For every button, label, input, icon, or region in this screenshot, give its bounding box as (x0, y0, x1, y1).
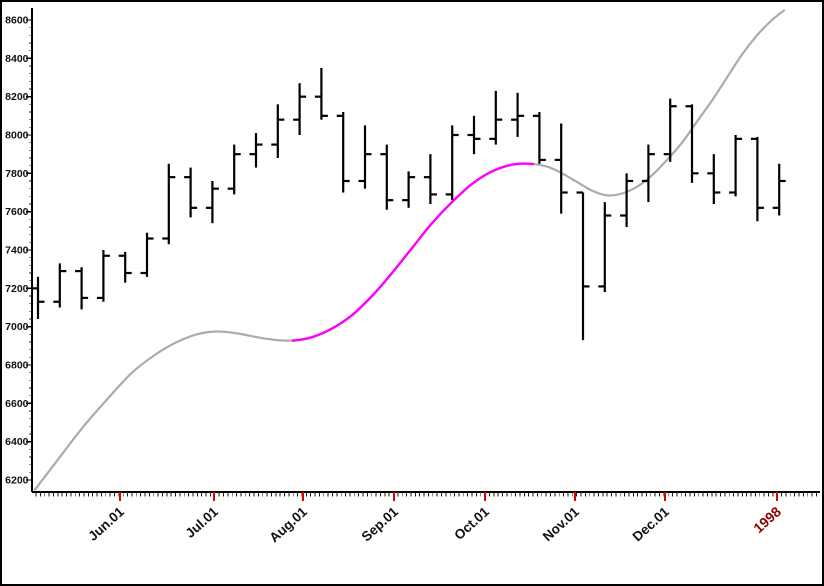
y-axis-label: 8400 (5, 53, 29, 65)
ohlc-bar (162, 163, 176, 245)
ohlc-bar (402, 171, 416, 208)
ohlc-bar (511, 92, 525, 137)
ohlc-bar (620, 173, 634, 227)
y-axis-label: 7800 (5, 168, 29, 180)
y-axis-label: 7200 (5, 283, 29, 295)
y-axis-label: 6800 (5, 360, 29, 372)
y-axis-label: 6400 (5, 436, 29, 448)
month-label: Aug.01 (267, 504, 311, 546)
ohlc-bar (729, 135, 743, 197)
ohlc-bar (118, 251, 132, 283)
ohlc-bar (554, 123, 568, 214)
y-axis-label: 8000 (5, 130, 29, 142)
ohlc-bar (641, 144, 655, 203)
ohlc-bar (53, 263, 67, 308)
ohlc-bar (140, 232, 154, 277)
y-axis-label: 6200 (5, 475, 29, 487)
ohlc-bar (467, 115, 481, 155)
ohlc-bars (31, 67, 786, 341)
ohlc-bar (293, 83, 307, 135)
ohlc-bar (358, 125, 372, 189)
ohlc-bar (489, 90, 503, 145)
ohlc-bar (249, 133, 263, 168)
x-axis-labels: Jun.01 Jul.01 Aug.01 Sep.01 Oct.01 Nov.01 Dec.… (85, 503, 784, 545)
ohlc-bar (380, 144, 394, 210)
ohlc-bar (663, 98, 677, 162)
ohlc-bar (31, 276, 45, 319)
ma-line (33, 9, 786, 491)
ohlc-bar (532, 112, 546, 164)
month-label: Oct.01 (451, 504, 492, 543)
ohlc-bar (314, 67, 328, 120)
ohlc-bar (685, 104, 699, 183)
y-axis-label: 7400 (5, 245, 29, 257)
ohlc-bar (205, 181, 219, 224)
x-axis-ticks (35, 492, 817, 501)
ohlc-bar (96, 250, 110, 302)
month-label: Nov.01 (540, 504, 583, 544)
ohlc-bar (707, 154, 721, 204)
ohlc-bar (772, 163, 786, 216)
ohlc-bar (576, 191, 590, 341)
ohlc-bar (423, 154, 437, 204)
year-label: 1998 (750, 503, 784, 536)
y-axis-label: 8600 (5, 15, 29, 27)
axes (31, 8, 820, 493)
y-axis-label: 7000 (5, 321, 29, 333)
ohlc-bar (271, 104, 285, 158)
ohlc-bar (184, 167, 198, 218)
ohlc-bar (598, 202, 612, 293)
ohlc-bar (227, 144, 241, 195)
month-label: Sep.01 (359, 504, 402, 545)
month-label: Jun.01 (85, 504, 127, 544)
y-axis-label: 7600 (5, 206, 29, 218)
y-axis-ticks: 8600 8400 8200 8000 7800 7600 7400 7200 7000 6800… (5, 15, 32, 487)
ma-line-highlight (292, 162, 534, 342)
y-axis-label: 8200 (5, 91, 29, 103)
month-label: Jul.01 (183, 504, 222, 541)
y-axis-label: 6600 (5, 398, 29, 410)
ohlc-bar (75, 267, 89, 310)
ohlc-bar (445, 125, 459, 201)
month-label: Dec.01 (630, 504, 673, 545)
ohlc-bar (336, 112, 350, 193)
ohlc-bar (750, 136, 764, 222)
